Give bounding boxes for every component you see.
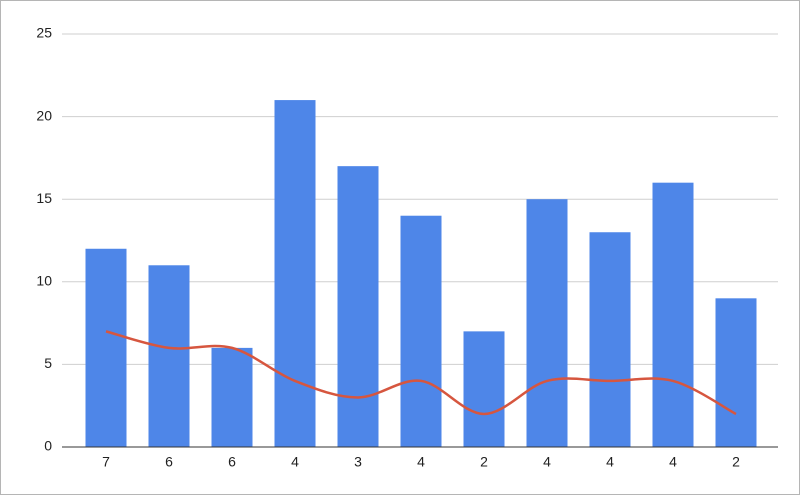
line: [105, 330, 737, 416]
y-tick-label: 25: [36, 25, 52, 41]
bar: [715, 298, 757, 447]
x-tick-label: 7: [102, 454, 110, 470]
y-tick-label: 10: [36, 273, 52, 289]
bar: [652, 182, 694, 447]
bar: [463, 331, 505, 447]
bar: [337, 166, 379, 447]
x-tick-label: 2: [480, 454, 488, 470]
x-tick-label: 4: [291, 454, 299, 470]
y-tick-label: 0: [44, 438, 52, 454]
y-tick-label: 5: [44, 355, 52, 371]
x-tick-label: 4: [543, 454, 551, 470]
bar: [526, 199, 568, 447]
x-tick-label: 6: [228, 454, 236, 470]
x-tick-label: 2: [732, 454, 740, 470]
bar: [211, 347, 253, 447]
bar: [274, 100, 316, 447]
bar: [589, 232, 631, 447]
bar: [148, 265, 190, 447]
y-tick-label: 15: [36, 190, 52, 206]
bar: [85, 248, 127, 447]
x-tick-label: 4: [669, 454, 677, 470]
x-tick-label: 4: [417, 454, 425, 470]
x-tick-label: 3: [354, 454, 362, 470]
y-tick-label: 20: [36, 107, 52, 123]
x-tick-label: 4: [606, 454, 614, 470]
x-tick-label: 6: [165, 454, 173, 470]
bar: [400, 215, 442, 447]
